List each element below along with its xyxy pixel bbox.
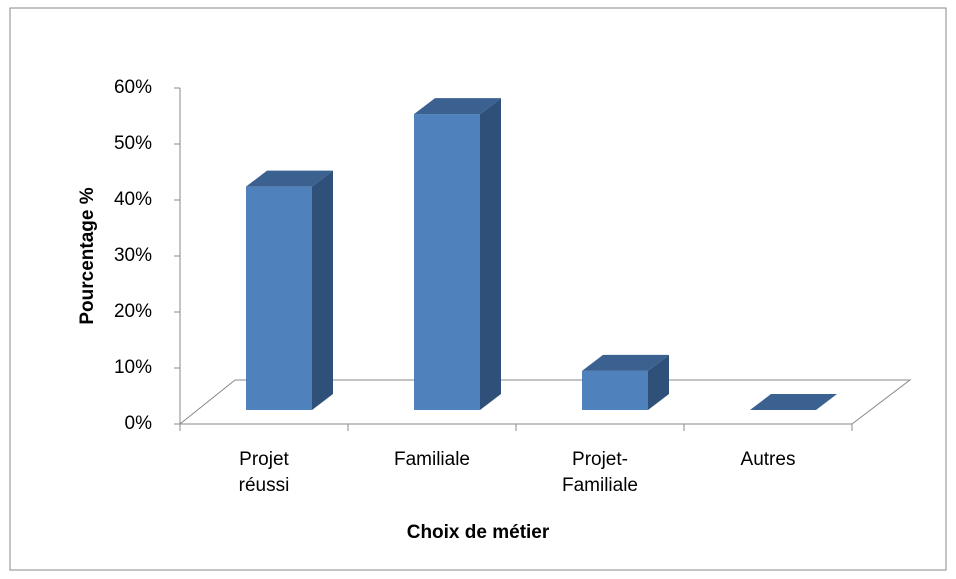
bar: [246, 170, 333, 410]
bar-front: [582, 370, 648, 410]
y-tick-label: 0%: [125, 413, 153, 434]
y-tick-label: 10%: [114, 357, 152, 378]
bar-side: [312, 170, 333, 410]
bar: [414, 98, 501, 410]
bar-top: [582, 354, 669, 371]
bar-side: [480, 98, 501, 410]
bar-top: [246, 170, 333, 187]
y-tick-label: 50%: [114, 133, 152, 154]
y-axis-title: Pourcentage %: [77, 187, 98, 324]
bar: [582, 354, 669, 410]
x-tick-label: Autres: [740, 449, 796, 470]
bar-front: [246, 186, 312, 410]
bar-top: [750, 394, 837, 410]
bar-top: [414, 98, 501, 115]
y-tick-label: 20%: [114, 301, 152, 322]
x-tick-label: Projet réussi: [238, 449, 290, 496]
x-tick-label: Projet-Familiale: [561, 449, 639, 496]
bar-front: [414, 114, 480, 410]
bar: [750, 394, 837, 410]
x-axis-title: Choix de métier: [407, 522, 550, 543]
y-tick-label: 40%: [114, 189, 152, 210]
y-tick-label: 30%: [114, 245, 152, 266]
floor: [179, 379, 912, 425]
bar-side: [648, 354, 669, 410]
x-tick-label: Familiale: [393, 449, 471, 470]
y-tick-label: 60%: [114, 77, 152, 98]
